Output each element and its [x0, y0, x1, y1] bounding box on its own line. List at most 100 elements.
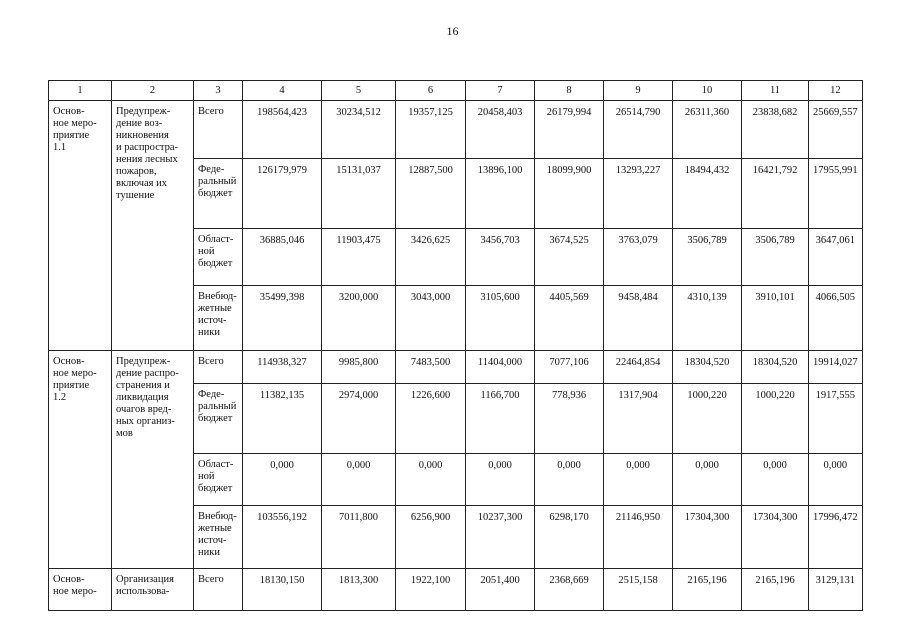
column-header: 11	[741, 80, 809, 101]
funding-source-cell: Феде-ральный бюджет	[193, 158, 243, 229]
value-cell: 18494,432	[672, 158, 742, 229]
value-cell: 1922,100	[395, 568, 466, 611]
value-cell: 103556,192	[242, 505, 322, 569]
text-line: Организация	[116, 574, 174, 585]
text-line: Основ-	[53, 356, 85, 367]
funding-source-cell: Внебюд-жетные источ-ники	[193, 285, 243, 351]
text-line: Основ-	[53, 106, 85, 117]
column-header: 6	[395, 80, 466, 101]
funding-source-cell: Феде-ральный бюджет	[193, 383, 243, 454]
column-header: 12	[808, 80, 863, 101]
value-cell: 7077,106	[534, 350, 604, 384]
value-cell: 7011,800	[321, 505, 396, 569]
value-cell: 20458,403	[465, 100, 535, 159]
text-line: бюджет	[198, 483, 233, 494]
value-cell: 198564,423	[242, 100, 322, 159]
value-cell: 18099,900	[534, 158, 604, 229]
value-cell: 13896,100	[465, 158, 535, 229]
column-header: 2	[111, 80, 194, 101]
text-line: Всего	[198, 356, 224, 367]
value-cell: 35499,398	[242, 285, 322, 351]
value-cell: 3105,600	[465, 285, 535, 351]
value-cell: 18130,150	[242, 568, 322, 611]
description-cell: Предупреж-дение распро-странения и ликвид…	[111, 350, 194, 569]
table-row: Основ-ное меро- Организация использова- Все…	[48, 568, 863, 611]
column-header: 7	[465, 80, 535, 101]
value-cell: 0,000	[395, 453, 466, 506]
text-line: ликвидация	[116, 392, 169, 403]
value-cell: 126179,979	[242, 158, 322, 229]
text-line: Внебюд-	[198, 291, 237, 302]
value-cell: 19357,125	[395, 100, 466, 159]
text-line: Основ-	[53, 574, 85, 585]
value-cell: 36885,046	[242, 228, 322, 286]
value-cell: 3910,101	[741, 285, 809, 351]
value-cell: 26179,994	[534, 100, 604, 159]
text-line: нения лесных	[116, 154, 178, 165]
value-cell: 1166,700	[465, 383, 535, 454]
value-cell: 13293,227	[603, 158, 673, 229]
value-cell: 23838,682	[741, 100, 809, 159]
text-line: приятие	[53, 380, 90, 391]
text-line: бюджет	[198, 413, 233, 424]
text-line: 1.2	[53, 392, 67, 403]
value-cell: 3426,625	[395, 228, 466, 286]
text-line: жетные	[198, 523, 232, 534]
value-cell: 1813,300	[321, 568, 396, 611]
value-cell: 17304,300	[672, 505, 742, 569]
column-header: 9	[603, 80, 673, 101]
table-row: Област-ной бюджет 0,000 0,000 0,000 0,000 0,00…	[49, 453, 863, 506]
text-line: использова-	[116, 586, 170, 597]
value-cell: 1226,600	[395, 383, 466, 454]
text-line: ное меро-	[53, 586, 97, 597]
funding-source-cell: Всего	[193, 350, 243, 384]
text-line: Всего	[198, 574, 224, 585]
value-cell: 11404,000	[465, 350, 535, 384]
text-line: дение воз-	[116, 118, 163, 129]
budget-table: 1 2 3 4 5 6 7 8 9 10 11 12 Основ-ное меро-приятие 1.1…	[48, 80, 863, 611]
value-cell: 10237,300	[465, 505, 535, 569]
funding-source-cell: Област-ной бюджет	[193, 453, 243, 506]
funding-source-cell: Всего	[193, 100, 243, 159]
value-cell: 17996,472	[808, 505, 863, 569]
table-row: Феде-ральный бюджет 126179,979 15131,037 128…	[49, 158, 863, 229]
value-cell: 25669,557	[808, 100, 863, 159]
text-line: ной	[198, 246, 215, 257]
value-cell: 0,000	[808, 453, 863, 506]
text-line: включая их	[116, 178, 168, 189]
value-cell: 3763,079	[603, 228, 673, 286]
value-cell: 18304,520	[741, 350, 809, 384]
value-cell: 0,000	[321, 453, 396, 506]
text-line: жетные	[198, 303, 232, 314]
text-line: источ-	[198, 315, 227, 326]
column-header: 5	[321, 80, 396, 101]
value-cell: 12887,500	[395, 158, 466, 229]
value-cell: 19914,027	[808, 350, 863, 384]
text-line: ных организ-	[116, 416, 175, 427]
table-row: Внебюд-жетные источ-ники 103556,192 7011,80…	[49, 505, 863, 569]
text-line: ники	[198, 547, 220, 558]
text-line: бюджет	[198, 188, 233, 199]
value-cell: 7483,500	[395, 350, 466, 384]
value-cell: 9985,800	[321, 350, 396, 384]
value-cell: 0,000	[672, 453, 742, 506]
text-line: мов	[116, 428, 133, 439]
value-cell: 4405,569	[534, 285, 604, 351]
value-cell: 17955,991	[808, 158, 863, 229]
value-cell: 3129,131	[808, 568, 863, 611]
value-cell: 1000,220	[672, 383, 742, 454]
value-cell: 0,000	[465, 453, 535, 506]
table-row: Внебюд-жетные источ-ники 35499,398 3200,000…	[49, 285, 863, 351]
text-line: дение распро-	[116, 368, 179, 379]
funding-source-cell: Внебюд-жетные источ-ники	[193, 505, 243, 569]
text-line: Феде-	[198, 164, 225, 175]
text-line: 1.1	[53, 142, 67, 153]
value-cell: 22464,854	[603, 350, 673, 384]
value-cell: 6256,900	[395, 505, 466, 569]
value-cell: 778,936	[534, 383, 604, 454]
text-line: ное меро-	[53, 368, 97, 379]
value-cell: 17304,300	[741, 505, 809, 569]
table-row: Област-ной бюджет 36885,046 11903,475 3426,6…	[49, 228, 863, 286]
text-line: странения и	[116, 380, 170, 391]
description-cell: Организация использова-	[111, 568, 194, 611]
